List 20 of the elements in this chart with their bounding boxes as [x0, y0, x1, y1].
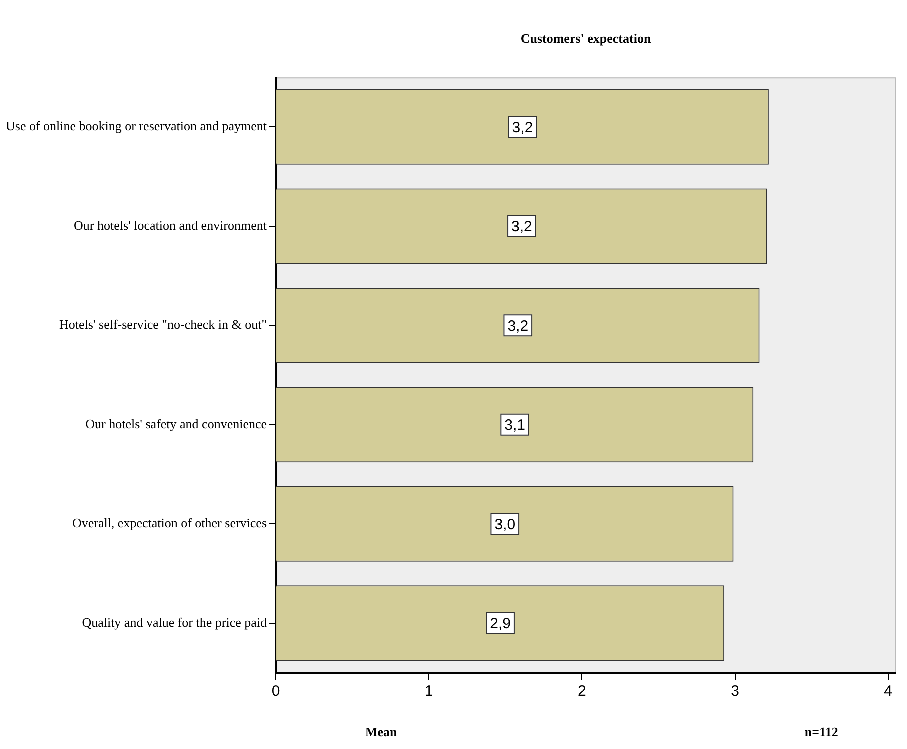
y-tick-label: Overall, expectation of other services [72, 516, 268, 531]
y-tick-label: Our hotels' location and environment [74, 218, 268, 233]
y-tick-label: Hotels' self-service "no-check in & out" [59, 317, 268, 332]
data-label: 3,0 [494, 516, 516, 534]
data-label: 3,2 [512, 119, 534, 136]
y-tick-label: Quality and value for the price paid [82, 614, 268, 630]
text: n=112 [804, 724, 838, 740]
data-label: 3,2 [512, 218, 532, 236]
y-tick-label: Our hotels' safety and convenience [86, 416, 268, 432]
data-label: 3,1 [504, 417, 526, 434]
x-tick-label: 4 [884, 683, 893, 700]
y-tick-label: Use of online booking or reservation and payment [6, 118, 268, 134]
data-label: 2,9 [490, 616, 511, 633]
data-label: 3,2 [508, 318, 529, 335]
x-axis-title: Mean [366, 724, 398, 740]
x-tick-label: 2 [578, 683, 586, 700]
chart-title: Customers' expectation [520, 31, 652, 46]
x-tick-label: 3 [731, 683, 740, 700]
x-tick-label: 1 [424, 683, 434, 700]
x-tick-label: 0 [272, 683, 280, 700]
